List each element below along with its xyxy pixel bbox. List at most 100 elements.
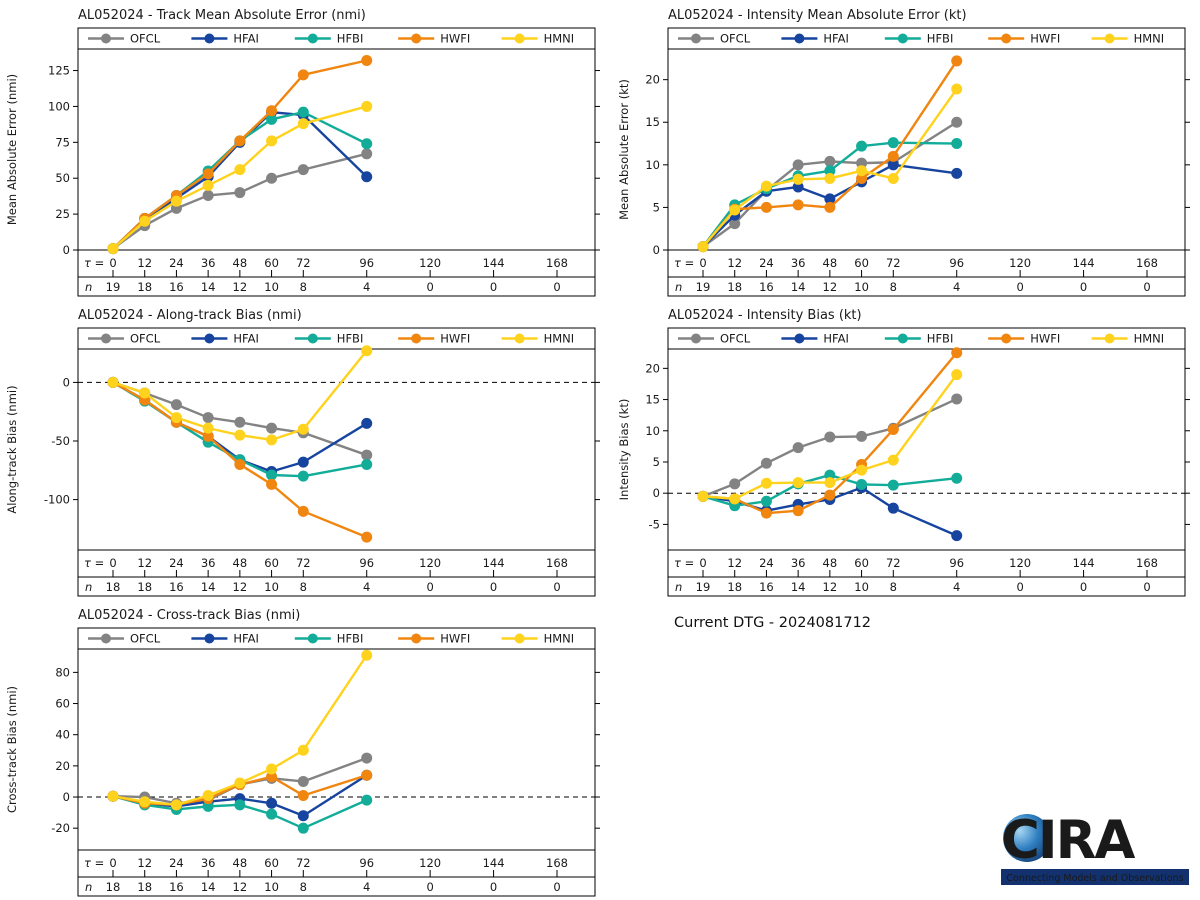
- n-row-label: n: [675, 580, 682, 594]
- svg-text:0: 0: [553, 880, 560, 894]
- svg-text:10: 10: [645, 158, 660, 172]
- svg-text:60: 60: [264, 556, 279, 570]
- legend-entry-ofcl: OFCL: [88, 332, 161, 346]
- svg-text:18: 18: [727, 580, 742, 594]
- svg-text:OFCL: OFCL: [130, 632, 161, 646]
- legend-entry-hfbi: HFBI: [294, 32, 364, 46]
- tau-row-label: τ =: [674, 556, 694, 570]
- legend-entry-hfbi: HFBI: [294, 632, 364, 646]
- logo-tagline: Connecting Models and Observations: [1006, 873, 1183, 884]
- series-hmni: [107, 649, 373, 811]
- svg-text:HWFI: HWFI: [1030, 332, 1060, 346]
- svg-text:12: 12: [233, 280, 248, 294]
- legend-entry-ofcl: OFCL: [88, 632, 161, 646]
- legend: OFCL HFAI HFBI HWFI HMNI: [678, 332, 1164, 346]
- svg-text:0: 0: [653, 243, 660, 257]
- x-axis: τ = n 0 19 12 18 24 16 36 14 48 12 60 10 72 8 96 4 120 0 14…: [84, 256, 568, 294]
- svg-text:120: 120: [1009, 556, 1031, 570]
- svg-text:HFBI: HFBI: [337, 632, 364, 646]
- svg-text:0: 0: [109, 256, 116, 270]
- svg-text:8: 8: [300, 880, 307, 894]
- svg-text:4: 4: [363, 880, 370, 894]
- svg-text:144: 144: [483, 256, 505, 270]
- n-row-label: n: [85, 280, 92, 294]
- svg-text:18: 18: [106, 580, 121, 594]
- legend-entry-hfai: HFAI: [781, 32, 849, 46]
- svg-text:HFBI: HFBI: [337, 32, 364, 46]
- svg-text:12: 12: [727, 256, 742, 270]
- svg-text:96: 96: [949, 256, 964, 270]
- svg-text:168: 168: [1136, 256, 1158, 270]
- svg-text:HMNI: HMNI: [1134, 332, 1165, 346]
- svg-text:72: 72: [296, 556, 311, 570]
- y-axis-label: Intensity Bias (kt): [617, 399, 631, 501]
- y-axis: 20 15 10 5 0 -5: [645, 361, 1190, 531]
- svg-text:144: 144: [483, 556, 505, 570]
- plot-frame: [77, 327, 596, 597]
- svg-text:0: 0: [490, 280, 497, 294]
- legend-entry-hwfi: HWFI: [398, 632, 470, 646]
- svg-text:125: 125: [48, 64, 70, 78]
- svg-text:0: 0: [490, 880, 497, 894]
- series-hwfi: [107, 376, 373, 543]
- svg-text:15: 15: [645, 115, 660, 129]
- tau-row-label: τ =: [84, 256, 104, 270]
- svg-text:10: 10: [645, 424, 660, 438]
- svg-text:12: 12: [233, 580, 248, 594]
- svg-text:20: 20: [55, 759, 70, 773]
- svg-text:120: 120: [419, 256, 441, 270]
- svg-text:HFBI: HFBI: [927, 32, 954, 46]
- svg-text:HFAI: HFAI: [233, 332, 258, 346]
- svg-text:14: 14: [791, 280, 806, 294]
- legend-entry-hmni: HMNI: [1091, 32, 1164, 46]
- logo-word: CIRA: [1001, 810, 1135, 871]
- y-axis: 0 25 50 75 100 125: [48, 64, 600, 257]
- svg-text:12: 12: [823, 280, 838, 294]
- svg-text:5: 5: [653, 200, 660, 214]
- plot-frame: [667, 327, 1186, 597]
- svg-text:14: 14: [791, 580, 806, 594]
- svg-text:120: 120: [419, 556, 441, 570]
- svg-text:144: 144: [483, 856, 505, 870]
- svg-text:48: 48: [233, 856, 248, 870]
- svg-text:HFBI: HFBI: [337, 332, 364, 346]
- svg-text:12: 12: [233, 880, 248, 894]
- svg-text:19: 19: [106, 280, 121, 294]
- svg-text:10: 10: [264, 280, 279, 294]
- svg-text:4: 4: [953, 580, 960, 594]
- svg-text:HWFI: HWFI: [440, 332, 470, 346]
- svg-text:36: 36: [791, 556, 806, 570]
- y-axis-label: Cross-track Bias (nmi): [5, 686, 19, 813]
- svg-text:16: 16: [169, 280, 184, 294]
- svg-text:18: 18: [137, 280, 152, 294]
- svg-text:0: 0: [63, 790, 70, 804]
- svg-text:96: 96: [359, 256, 374, 270]
- y-axis: 0 5 10 15 20: [645, 73, 1190, 257]
- chart-intensity-mae: AL052024 - Intensity Mean Absolute Error…: [617, 8, 1190, 297]
- series-hmni: [697, 83, 963, 253]
- svg-text:10: 10: [854, 280, 869, 294]
- svg-text:OFCL: OFCL: [720, 32, 751, 46]
- svg-text:48: 48: [233, 256, 248, 270]
- svg-text:36: 36: [201, 856, 216, 870]
- svg-text:HMNI: HMNI: [544, 32, 575, 46]
- svg-text:18: 18: [106, 880, 121, 894]
- svg-text:-100: -100: [44, 493, 70, 507]
- legend-entry-hfai: HFAI: [781, 332, 849, 346]
- svg-text:60: 60: [264, 256, 279, 270]
- svg-text:HWFI: HWFI: [1030, 32, 1060, 46]
- svg-text:19: 19: [696, 580, 711, 594]
- svg-text:0: 0: [699, 556, 706, 570]
- legend-entry-hfbi: HFBI: [294, 332, 364, 346]
- y-axis-label: Along-track Bias (nmi): [5, 385, 19, 513]
- svg-text:0: 0: [1016, 580, 1023, 594]
- svg-text:18: 18: [137, 880, 152, 894]
- chart-title: AL052024 - Intensity Bias (kt): [668, 308, 862, 323]
- svg-text:15: 15: [645, 393, 660, 407]
- svg-text:0: 0: [63, 243, 70, 257]
- svg-text:0: 0: [1016, 280, 1023, 294]
- svg-text:14: 14: [201, 580, 216, 594]
- legend: OFCL HFAI HFBI HWFI HMNI: [88, 32, 574, 46]
- svg-text:HMNI: HMNI: [544, 332, 575, 346]
